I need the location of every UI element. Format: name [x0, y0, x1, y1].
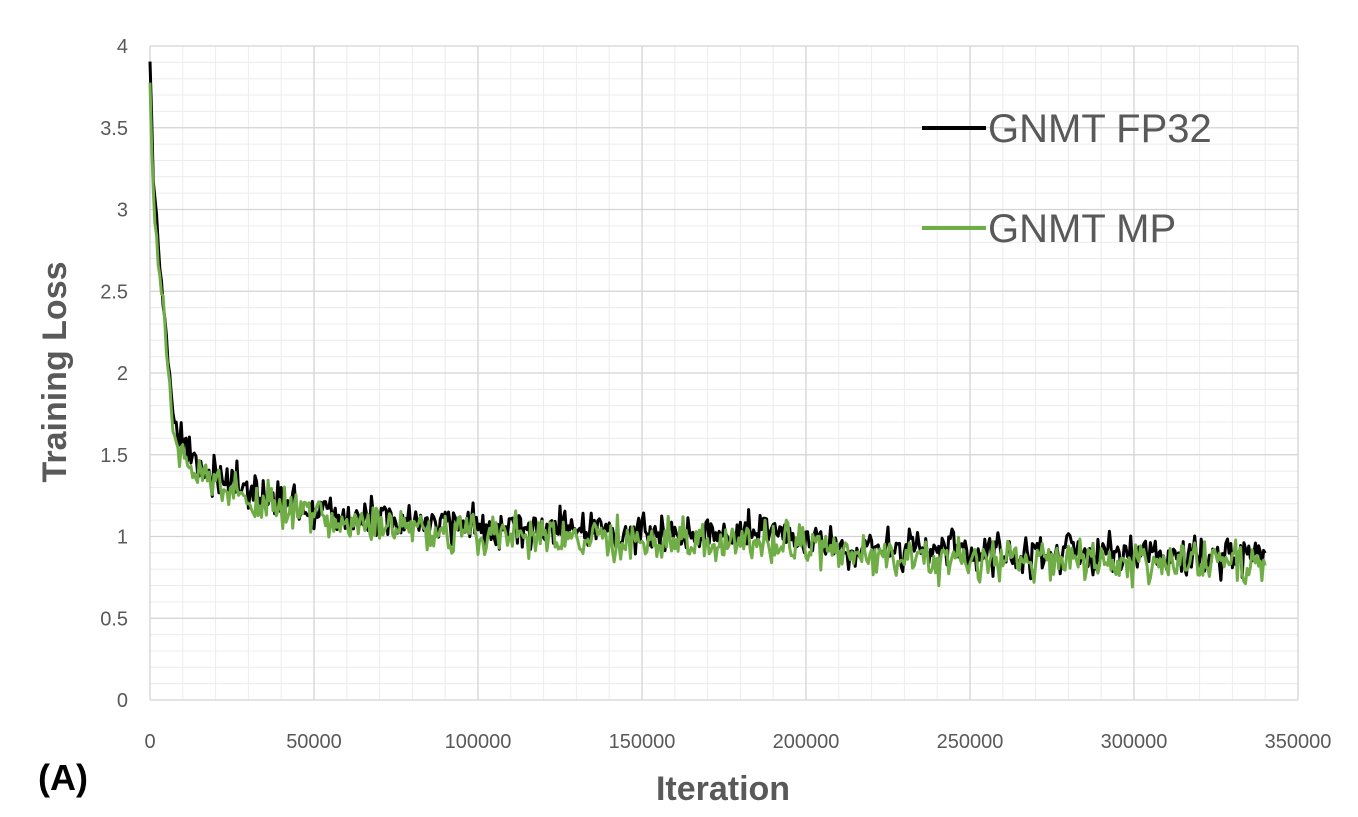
x-tick-label: 300000 — [1101, 731, 1168, 753]
y-tick-label: 3.5 — [100, 118, 128, 140]
legend-label-gnmt-mp: GNMT MP — [988, 207, 1176, 251]
x-axis-title: Iteration — [656, 770, 790, 808]
y-axis-title: Training Loss — [36, 261, 74, 482]
series-line-gnmt-mp — [148, 82, 1267, 589]
legend-label-gnmt-fp32: GNMT FP32 — [988, 107, 1212, 151]
y-tick-labels: 0 0.5 1 1.5 2 2.5 3 3.5 4 — [100, 36, 128, 712]
y-tick-label: 0.5 — [100, 608, 128, 630]
series-layer — [148, 61, 1267, 589]
x-tick-label: 100000 — [445, 731, 512, 753]
x-tick-label: 200000 — [773, 731, 840, 753]
x-tick-label: 50000 — [286, 731, 342, 753]
x-tick-label: 250000 — [937, 731, 1004, 753]
x-tick-label: 150000 — [609, 731, 676, 753]
legend: GNMT FP32 GNMT MP — [922, 107, 1212, 251]
y-tick-label: 0 — [117, 690, 128, 712]
y-tick-label: 1 — [117, 527, 128, 549]
x-tick-label: 0 — [144, 731, 155, 753]
y-tick-label: 1.5 — [100, 445, 128, 467]
y-tick-label: 2.5 — [100, 281, 128, 303]
y-tick-label: 4 — [117, 36, 128, 58]
panel-label: (A) — [38, 757, 88, 798]
x-tick-label: 350000 — [1265, 731, 1332, 753]
y-tick-label: 3 — [117, 200, 128, 222]
x-tick-labels: 0 50000 100000 150000 200000 250000 300000 3500… — [144, 731, 1331, 753]
y-tick-label: 2 — [117, 363, 128, 385]
